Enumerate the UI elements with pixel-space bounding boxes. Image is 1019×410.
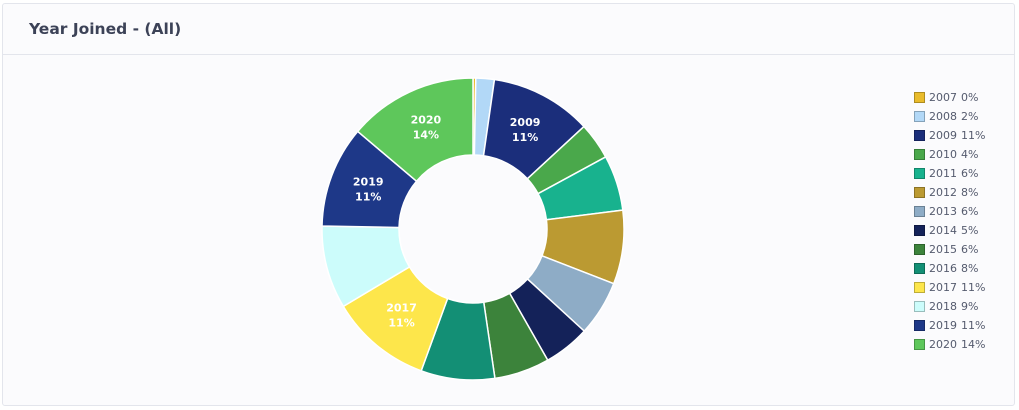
chart-card: Year Joined - (All) 2009 11% 2017 11% 2019 11… bbox=[2, 3, 1015, 406]
chart-title: Year Joined - (All) bbox=[29, 20, 182, 38]
legend-pct: 2% bbox=[961, 110, 979, 123]
slice-label-pct-2017: 11% bbox=[388, 316, 414, 329]
legend-swatch bbox=[914, 111, 925, 122]
legend-label: 2011 bbox=[929, 167, 957, 180]
legend-label: 2017 bbox=[929, 281, 957, 294]
legend-label: 2020 bbox=[929, 338, 957, 351]
legend-label: 2015 bbox=[929, 243, 957, 256]
legend-pct: 11% bbox=[961, 129, 986, 142]
legend-label: 2009 bbox=[929, 129, 957, 142]
legend-swatch bbox=[914, 339, 925, 350]
legend-pct: 6% bbox=[961, 205, 979, 218]
legend-swatch bbox=[914, 244, 925, 255]
legend-item-2016[interactable]: 2016 8% bbox=[914, 259, 985, 278]
legend-item-2007[interactable]: 2007 0% bbox=[914, 88, 985, 107]
legend-pct: 11% bbox=[961, 319, 986, 332]
legend-label: 2014 bbox=[929, 224, 957, 237]
legend-swatch bbox=[914, 149, 925, 160]
card-header: Year Joined - (All) bbox=[3, 4, 1014, 55]
legend-item-2015[interactable]: 2015 6% bbox=[914, 240, 985, 259]
legend-pct: 11% bbox=[961, 281, 986, 294]
legend-item-2017[interactable]: 2017 11% bbox=[914, 278, 985, 297]
donut-chart: 2009 11% 2017 11% 2019 11% 2020 14% bbox=[321, 77, 625, 381]
legend-pct: 0% bbox=[961, 91, 979, 104]
legend-label: 2010 bbox=[929, 148, 957, 161]
legend-item-2019[interactable]: 2019 11% bbox=[914, 316, 985, 335]
legend-swatch bbox=[914, 282, 925, 293]
legend-pct: 6% bbox=[961, 167, 979, 180]
legend-pct: 8% bbox=[961, 262, 979, 275]
slice-label-year-2019: 2019 bbox=[353, 175, 384, 188]
legend-swatch bbox=[914, 206, 925, 217]
legend-label: 2019 bbox=[929, 319, 957, 332]
legend-pct: 9% bbox=[961, 300, 979, 313]
legend-pct: 14% bbox=[961, 338, 986, 351]
slice-label-pct-2019: 11% bbox=[355, 190, 381, 203]
donut-slice-2020[interactable] bbox=[356, 77, 474, 183]
legend-label: 2013 bbox=[929, 205, 957, 218]
slice-label-year-2020: 2020 bbox=[411, 113, 442, 126]
legend-label: 2008 bbox=[929, 110, 957, 123]
legend-label: 2007 bbox=[929, 91, 957, 104]
legend-swatch bbox=[914, 168, 925, 179]
legend-item-2018[interactable]: 2018 9% bbox=[914, 297, 985, 316]
legend-pct: 6% bbox=[961, 243, 979, 256]
legend-item-2013[interactable]: 2013 6% bbox=[914, 202, 985, 221]
legend-item-2012[interactable]: 2012 8% bbox=[914, 183, 985, 202]
legend-swatch bbox=[914, 92, 925, 103]
legend-item-2009[interactable]: 2009 11% bbox=[914, 126, 985, 145]
legend-swatch bbox=[914, 263, 925, 274]
legend: 2007 0% 2008 2% 2009 11% 2010 4% 2011 6% 2012 8% 201… bbox=[914, 88, 985, 354]
slice-label-year-2017: 2017 bbox=[386, 301, 417, 314]
legend-swatch bbox=[914, 320, 925, 331]
slice-label-year-2009: 2009 bbox=[510, 116, 541, 129]
legend-item-2014[interactable]: 2014 5% bbox=[914, 221, 985, 240]
legend-pct: 5% bbox=[961, 224, 979, 237]
slice-label-pct-2020: 14% bbox=[413, 128, 439, 141]
legend-label: 2016 bbox=[929, 262, 957, 275]
legend-label: 2012 bbox=[929, 186, 957, 199]
legend-pct: 8% bbox=[961, 186, 979, 199]
legend-item-2010[interactable]: 2010 4% bbox=[914, 145, 985, 164]
legend-item-2011[interactable]: 2011 6% bbox=[914, 164, 985, 183]
legend-swatch bbox=[914, 130, 925, 141]
legend-label: 2018 bbox=[929, 300, 957, 313]
slice-label-pct-2009: 11% bbox=[512, 131, 538, 144]
chart-area: 2009 11% 2017 11% 2019 11% 2020 14% 2007 0% 2008 2… bbox=[3, 55, 1014, 405]
legend-swatch bbox=[914, 187, 925, 198]
legend-swatch bbox=[914, 301, 925, 312]
legend-item-2020[interactable]: 2020 14% bbox=[914, 335, 985, 354]
legend-item-2008[interactable]: 2008 2% bbox=[914, 107, 985, 126]
legend-pct: 4% bbox=[961, 148, 979, 161]
legend-swatch bbox=[914, 225, 925, 236]
